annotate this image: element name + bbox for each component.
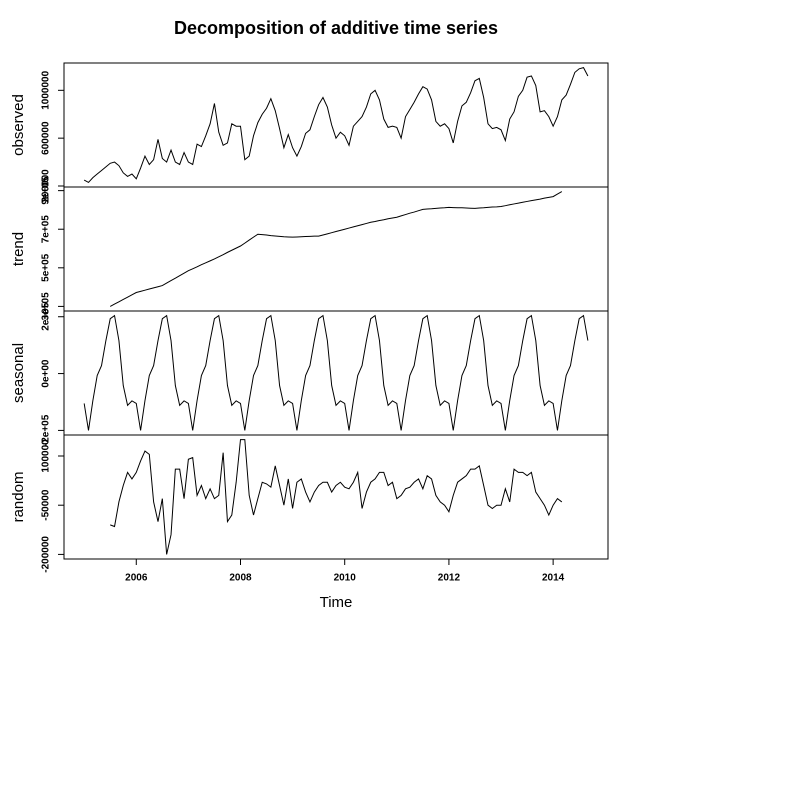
x-axis-label: Time — [320, 594, 353, 611]
y-tick-label: 5e+05 — [41, 253, 52, 282]
y-tick-label: 600000 — [41, 121, 52, 155]
panel-frame — [63, 310, 609, 436]
y-tick-label: 3e+05 — [41, 292, 52, 321]
y-axis-label: observed — [10, 94, 27, 156]
x-tick-label: 2006 — [125, 573, 148, 584]
y-tick-label: 0e+00 — [41, 359, 52, 388]
series-line — [83, 314, 589, 431]
panel-frame — [63, 186, 609, 312]
y-tick-label: 1000000 — [41, 70, 52, 109]
x-tick-label: 2010 — [334, 573, 357, 584]
y-axis-label: trend — [10, 232, 27, 266]
x-tick-label: 2014 — [542, 573, 565, 584]
y-tick-label: 200000 — [41, 169, 52, 203]
y-tick-label: -2e+05 — [41, 414, 52, 446]
y-axis-label: random — [10, 472, 27, 523]
x-tick-label: 2012 — [438, 573, 461, 584]
chart-title: Decomposition of additive time series — [174, 18, 498, 38]
series-line — [109, 191, 563, 307]
y-tick-label: 100000 — [41, 439, 52, 473]
panel-frame — [63, 434, 609, 560]
series-line — [110, 439, 563, 555]
panel-frame — [63, 62, 609, 188]
series-line — [83, 67, 589, 184]
y-tick-label: 2e+05 — [41, 302, 52, 331]
y-tick-label: 9e+05 — [41, 176, 52, 205]
y-tick-label: -200000 — [41, 536, 52, 573]
x-tick-label: 2008 — [229, 573, 252, 584]
y-tick-label: 7e+05 — [41, 215, 52, 244]
y-tick-label: -50000 — [41, 489, 52, 521]
y-axis-label: seasonal — [10, 343, 27, 403]
